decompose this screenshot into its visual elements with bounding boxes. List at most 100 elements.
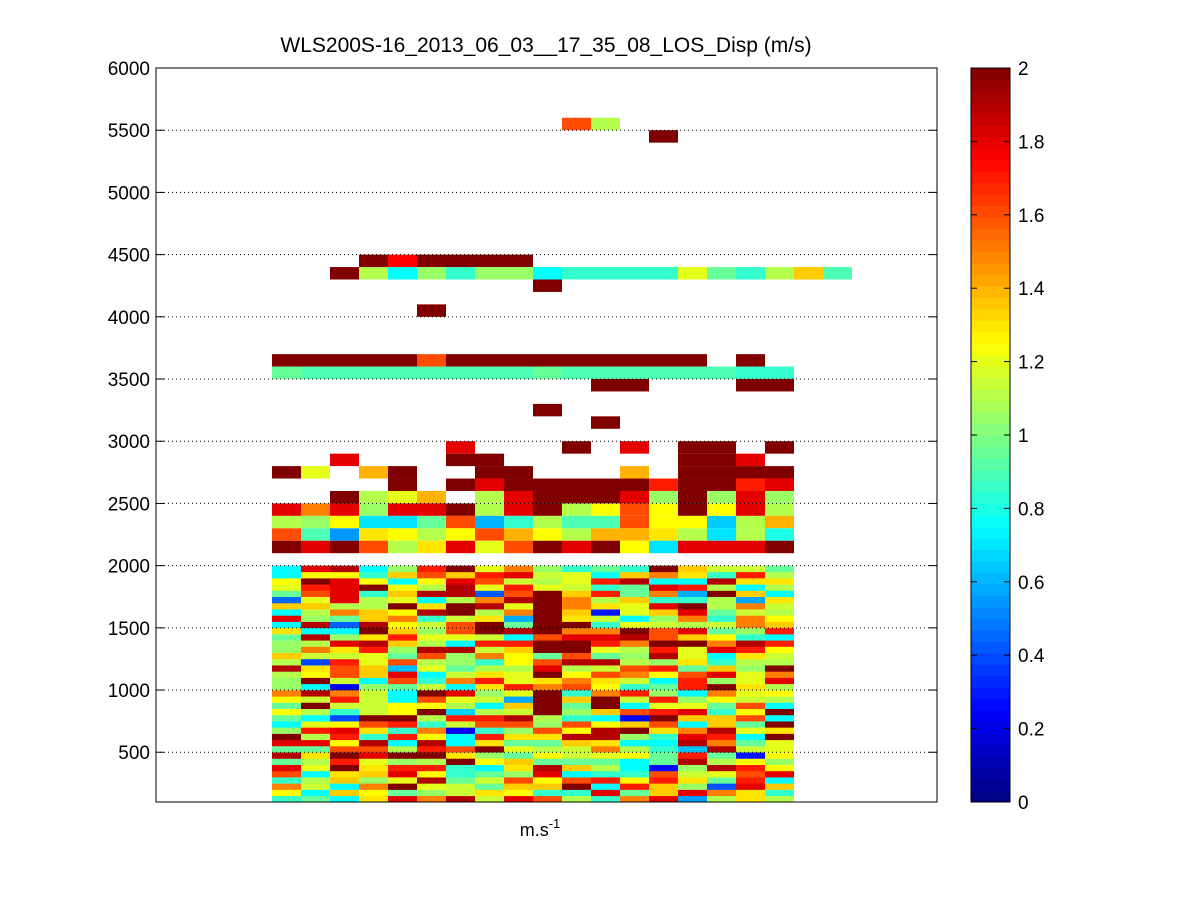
heatmap-cell <box>533 565 562 573</box>
heatmap-cell <box>591 490 620 504</box>
heatmap-cell <box>359 783 388 790</box>
heatmap-cell <box>475 627 504 635</box>
heatmap-cell <box>533 590 562 598</box>
heatmap-cell <box>504 634 533 641</box>
heatmap-cell <box>620 640 649 647</box>
colorbar-segment <box>971 549 1010 562</box>
heatmap-cell <box>707 640 736 647</box>
heatmap-cell <box>678 727 707 734</box>
heatmap-cell <box>678 441 707 454</box>
heatmap-cell <box>533 354 562 367</box>
heatmap-cell <box>562 571 591 579</box>
heatmap-cell <box>272 627 301 635</box>
heatmap-cell <box>301 783 330 790</box>
heatmap-cell <box>736 615 765 622</box>
heatmap-cell <box>736 503 765 516</box>
heatmap-cell <box>678 777 707 784</box>
heatmap-cell <box>330 714 359 722</box>
heatmap-cell <box>446 615 475 622</box>
heatmap-cell <box>707 540 736 554</box>
heatmap-cell <box>591 528 620 541</box>
heatmap-cell <box>417 571 446 579</box>
heatmap-cell <box>330 696 359 703</box>
heatmap-cell <box>388 708 417 716</box>
heatmap-cell <box>504 690 533 697</box>
heatmap-cell <box>417 646 446 654</box>
heatmap-cell <box>562 615 591 622</box>
heatmap-cell <box>765 621 794 629</box>
heatmap-cell <box>591 665 620 672</box>
heatmap-cell <box>736 267 765 280</box>
heatmap-cell <box>446 571 475 579</box>
heatmap-cell <box>504 714 533 722</box>
heatmap-cell <box>330 646 359 654</box>
heatmap-cell <box>736 777 765 784</box>
heatmap-cell <box>359 578 388 585</box>
heatmap-cell <box>504 571 533 579</box>
heatmap-cell <box>504 528 533 541</box>
heatmap-cell <box>591 764 620 772</box>
heatmap-cell <box>707 758 736 765</box>
colorbar-tick-label: 1.2 <box>1018 353 1044 374</box>
heatmap-cell <box>707 627 736 635</box>
heatmap-cell <box>272 609 301 616</box>
heatmap-cell <box>417 783 446 790</box>
heatmap-cell <box>620 770 649 778</box>
heatmap-cell <box>417 540 446 554</box>
heatmap-cell <box>446 714 475 722</box>
heatmap-cell <box>562 515 591 529</box>
heatmap-cell <box>620 609 649 616</box>
heatmap-cell <box>736 584 765 591</box>
heatmap-cell <box>620 752 649 759</box>
heatmap-cell <box>388 696 417 703</box>
heatmap-cell <box>678 764 707 772</box>
colorbar-tick-label: 1.6 <box>1018 206 1044 227</box>
heatmap-cell <box>620 658 649 666</box>
heatmap-cell <box>330 267 359 280</box>
y-tick-label: 5500 <box>108 121 150 142</box>
heatmap-cell <box>649 571 678 579</box>
heatmap-cell <box>707 602 736 610</box>
heatmap-cell <box>330 490 359 504</box>
heatmap-cell <box>475 777 504 784</box>
heatmap-cell <box>504 658 533 666</box>
heatmap-cell <box>388 658 417 666</box>
heatmap-cell <box>649 770 678 778</box>
heatmap-cell <box>388 634 417 641</box>
heatmap-cell <box>707 453 736 467</box>
heatmap-cell <box>678 627 707 635</box>
heatmap-cell <box>591 540 620 554</box>
heatmap-cell <box>446 652 475 660</box>
heatmap-cell <box>330 640 359 647</box>
heatmap-cell <box>475 584 504 591</box>
heatmap-cell <box>620 584 649 591</box>
heatmap-cell <box>359 366 388 380</box>
heatmap-cell <box>533 596 562 604</box>
heatmap-cell <box>678 490 707 504</box>
heatmap-cell <box>359 615 388 622</box>
colorbar-segment <box>971 285 1010 298</box>
heatmap-cell <box>736 658 765 666</box>
colorbar-segment <box>971 68 1010 80</box>
heatmap-cell <box>649 764 678 772</box>
heatmap-cell <box>272 584 301 591</box>
heatmap-cell <box>533 615 562 622</box>
heatmap-cell <box>591 702 620 709</box>
heatmap-cell <box>272 714 301 722</box>
heatmap-cell <box>359 571 388 579</box>
heatmap-cell <box>736 466 765 479</box>
heatmap-cell <box>649 789 678 797</box>
heatmap-cell <box>591 590 620 598</box>
heatmap-cell <box>765 571 794 579</box>
heatmap-cell <box>475 770 504 778</box>
heatmap-cell <box>765 777 794 784</box>
heatmap-cell <box>388 503 417 516</box>
heatmap-cell <box>388 528 417 541</box>
colorbar-segment <box>971 148 1010 161</box>
heatmap-cell <box>504 739 533 747</box>
colorbar-segment <box>971 320 1010 333</box>
heatmap-cell <box>620 366 649 380</box>
heatmap-cell <box>388 733 417 741</box>
heatmap-cell <box>330 621 359 629</box>
heatmap-cell <box>301 733 330 741</box>
